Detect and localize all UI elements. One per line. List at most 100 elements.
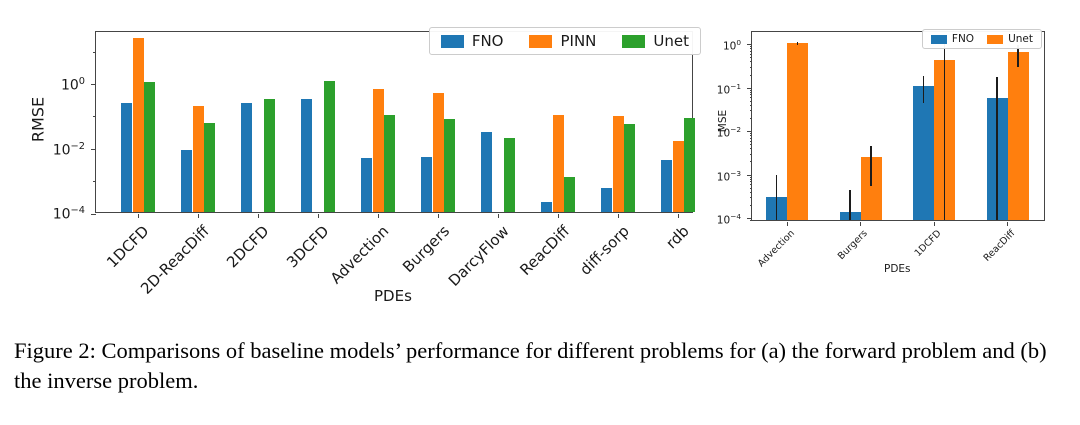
- y-tick-label: 10−2: [716, 125, 741, 140]
- error-bar: [849, 190, 851, 220]
- bar-fno-3dcfd: [301, 99, 312, 212]
- y-tick-label: 10−4: [716, 212, 741, 227]
- y-tick-label: 10−3: [716, 168, 741, 184]
- x-tick-label-text: Burgers: [398, 222, 453, 277]
- x-tick-mark: [437, 214, 439, 218]
- bar-fno-reacdiff: [541, 202, 552, 212]
- y-tick-mark: [747, 87, 752, 89]
- y-minor-tick: [749, 197, 752, 199]
- x-tick-mark: [257, 214, 259, 218]
- y-minor-tick: [749, 74, 752, 76]
- bar-fno-2d-reacdiff: [181, 150, 192, 212]
- legend-swatch-unet: [987, 34, 1004, 44]
- bar-pinn-diff-sorp: [612, 116, 624, 212]
- bar-unet-1dcfd: [144, 81, 155, 212]
- bar-fno-1dcfd: [913, 86, 934, 220]
- x-tick-label-text: 3DCFD: [283, 222, 333, 272]
- x-tick-label-text: ReacDiff: [515, 222, 573, 279]
- x-tick-mark: [197, 214, 199, 218]
- bar-fno-2dcfd: [241, 103, 252, 212]
- legend-item-fno: FNO: [930, 33, 975, 45]
- x-tick-mark: [933, 222, 935, 226]
- x-tick-label-text: diff-sorp: [576, 222, 633, 279]
- y-tick-mark: [747, 44, 752, 46]
- y-minor-tick: [749, 191, 752, 193]
- error-bar: [870, 145, 872, 187]
- x-tick-mark: [860, 222, 862, 226]
- bar-pinn-2d-reacdiff: [192, 105, 204, 212]
- y-minor-tick: [749, 46, 752, 48]
- legend-swatch-fno: [930, 34, 947, 44]
- x-tick-label-text: rdb: [662, 222, 693, 253]
- legend-label: FNO: [471, 32, 504, 50]
- legend-label: PINN: [560, 32, 597, 50]
- x-tick-label-text: DarcyFlow: [444, 222, 513, 290]
- figure-caption: Figure 2: Comparisons of baseline models…: [14, 338, 1047, 393]
- forward-y-axis-label: RMSE: [28, 96, 48, 143]
- inverse-x-axis-label: PDEs: [884, 263, 911, 275]
- legend-label: FNO: [951, 33, 975, 45]
- y-minor-tick: [749, 181, 752, 183]
- x-tick-label-text: 1DCFD: [912, 228, 944, 259]
- bar-pinn-rdb: [672, 140, 684, 212]
- y-minor-tick: [749, 117, 752, 119]
- y-tick-label: 100: [722, 38, 741, 53]
- y-tick-mark: [91, 148, 96, 151]
- bar-unet-darcyflow: [504, 138, 515, 212]
- x-tick-mark: [1007, 222, 1009, 226]
- forward-x-axis-label: PDEs: [374, 287, 412, 305]
- bar-unet-advection: [787, 43, 808, 220]
- y-minor-tick: [749, 148, 752, 150]
- y-tick-mark: [747, 131, 752, 133]
- y-minor-tick: [749, 187, 752, 189]
- y-tick-label: 10−2: [52, 140, 85, 159]
- bar-unet-advection: [384, 115, 395, 212]
- bar-fno-burgers: [421, 157, 432, 212]
- error-bar: [922, 76, 925, 104]
- y-tick-mark: [747, 174, 752, 176]
- y-minor-tick: [749, 133, 752, 135]
- legend-swatch-fno: [440, 34, 464, 48]
- forward-legend: FNO PINN Unet: [428, 27, 701, 55]
- y-minor-tick: [749, 89, 752, 91]
- x-tick-label-text: ReacDiff: [981, 228, 1018, 264]
- y-tick-label: 10−4: [52, 205, 85, 223]
- legend-swatch-pinn: [529, 34, 553, 48]
- legend-label: Unet: [1008, 33, 1033, 45]
- x-tick-mark: [377, 214, 379, 218]
- x-tick-mark: [786, 222, 788, 226]
- y-tick-mark: [91, 213, 96, 215]
- bar-fno-diff-sorp: [601, 188, 612, 212]
- y-minor-tick: [749, 140, 752, 142]
- y-minor-tick: [749, 66, 752, 68]
- y-minor-tick: [749, 91, 752, 93]
- legend-label: Unet: [653, 32, 689, 50]
- bar-unet-3dcfd: [324, 81, 335, 212]
- bar-fno-darcyflow: [481, 132, 492, 212]
- legend-item-fno: FNO: [440, 32, 504, 50]
- error-bar: [1017, 45, 1019, 68]
- x-tick-label-text: Burgers: [836, 228, 871, 262]
- y-minor-tick: [749, 153, 752, 155]
- y-minor-tick: [749, 184, 752, 186]
- y-minor-tick: [93, 51, 96, 53]
- forward-plot-area: FNO PINN Unet 100 10−2 10−4 1DCFD 2D-ReacDiff 2…: [53, 27, 701, 298]
- x-tick-mark: [617, 214, 619, 218]
- bar-unet-2d-reacdiff: [204, 122, 215, 212]
- y-minor-tick: [749, 137, 752, 139]
- y-tick-label: 100: [60, 75, 85, 94]
- error-bar: [775, 175, 778, 220]
- y-minor-tick: [749, 61, 752, 63]
- bar-unet-burgers: [444, 119, 455, 212]
- x-tick-mark: [557, 214, 559, 218]
- y-minor-tick: [749, 161, 752, 163]
- y-minor-tick: [749, 53, 752, 55]
- legend-item-unet: Unet: [987, 33, 1033, 45]
- y-tick-label: 10−1: [716, 81, 741, 97]
- x-tick-label-text: 2DCFD: [223, 222, 273, 272]
- y-minor-tick: [749, 104, 752, 106]
- bar-unet-rdb: [684, 118, 695, 212]
- bar-pinn-1dcfd: [132, 38, 144, 212]
- bar-unet-2dcfd: [264, 99, 275, 212]
